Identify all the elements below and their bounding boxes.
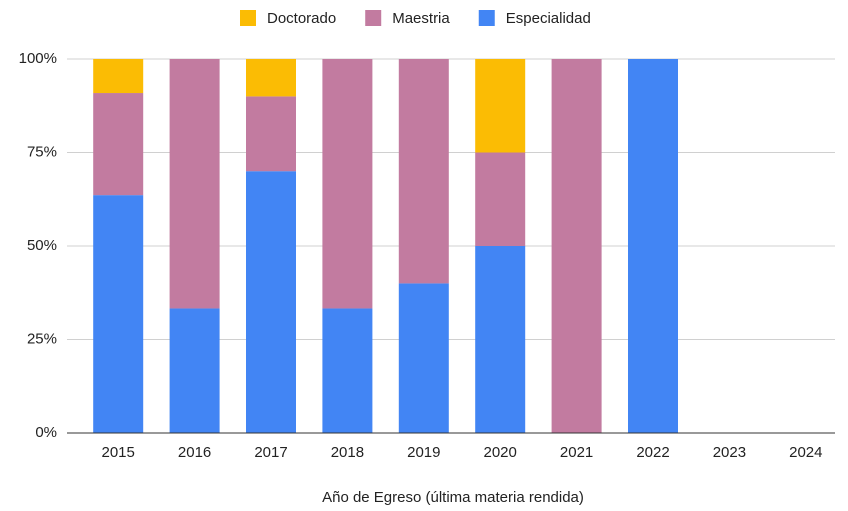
bar-segment <box>93 195 144 433</box>
legend-label: Doctorado <box>267 10 336 27</box>
bar-segment <box>322 308 373 433</box>
x-tick-label: 2022 <box>636 444 669 461</box>
bar-segment <box>169 308 220 433</box>
x-axis-label: Año de Egreso (última materia rendida) <box>322 489 584 506</box>
bar-segment <box>322 59 373 309</box>
legend-swatch <box>365 10 382 26</box>
y-tick-label: 0% <box>35 424 57 441</box>
legend-swatch <box>478 10 495 26</box>
y-tick-label: 50% <box>27 237 57 254</box>
x-tick-label: 2016 <box>178 444 211 461</box>
bar-segment <box>246 96 296 172</box>
legend-swatch <box>240 10 256 26</box>
bar-segment <box>628 59 678 433</box>
x-tick-label: 2018 <box>331 444 364 461</box>
x-tick-label: 2020 <box>484 444 517 461</box>
x-tick-label: 2017 <box>254 444 287 461</box>
bar-segment <box>169 59 220 309</box>
x-tick-label: 2024 <box>789 444 822 461</box>
bar-segment <box>398 283 449 433</box>
bar-segment <box>398 59 449 284</box>
y-tick-label: 75% <box>27 143 57 160</box>
x-tick-label: 2015 <box>102 444 135 461</box>
legend-label: Especialidad <box>506 10 591 27</box>
bar-segment <box>246 171 296 433</box>
y-tick-label: 100% <box>19 50 57 67</box>
x-tick-label: 2019 <box>407 444 440 461</box>
x-tick-label: 2021 <box>560 444 593 461</box>
bar-segment <box>93 59 144 94</box>
bar-segment <box>475 152 526 246</box>
bar-segment <box>551 59 602 433</box>
legend-label: Maestria <box>392 10 450 27</box>
bar-segment <box>93 93 144 196</box>
bar-segment <box>475 246 526 433</box>
y-tick-label: 25% <box>27 330 57 347</box>
bar-segment <box>246 59 296 97</box>
bar-segment <box>475 59 526 153</box>
x-tick-label: 2023 <box>713 444 746 461</box>
